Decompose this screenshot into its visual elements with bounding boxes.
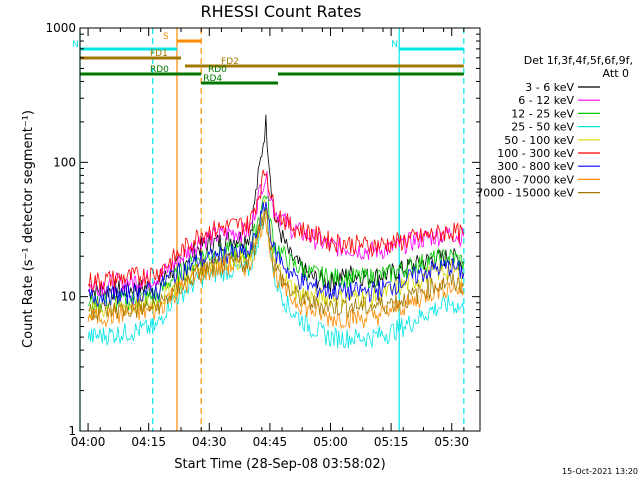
plot-frame: [79, 27, 481, 432]
state-bar-label-0: S: [163, 32, 169, 42]
legend-label-6: 300 - 800 keV: [497, 160, 574, 173]
timestamp-label: 15-Oct-2021 13:20: [562, 467, 638, 476]
state-bar-label-5: RD0: [150, 65, 169, 75]
state-bar-label-1: N: [72, 40, 79, 50]
x-tick-label-2: 04:30: [192, 435, 227, 449]
legend-header-line-1: Att 0: [603, 67, 629, 80]
legend-label-4: 50 - 100 keV: [504, 134, 574, 147]
x-axis-label: Start Time (28-Sep-08 03:58:02): [174, 457, 385, 472]
x-tick-label-4: 05:00: [313, 435, 348, 449]
series-line-2: [87, 195, 465, 312]
state-bar-label-7: RD0: [208, 65, 227, 75]
x-tick-label-5: 05:15: [374, 435, 409, 449]
y-axis-label: Count Rate (s⁻¹ detector segment⁻¹): [21, 110, 36, 348]
x-tick-label-3: 04:45: [253, 435, 288, 449]
x-tick-label-1: 04:15: [131, 435, 166, 449]
legend-header-line-0: Det 1f,3f,4f,5f,6f,9f,: [524, 54, 633, 67]
y-tick-label-2: 100: [53, 155, 76, 169]
legend-label-1: 6 - 12 keV: [518, 94, 574, 107]
y-tick-label-1: 10: [61, 290, 76, 304]
legend-label-8: 7000 - 15000 keV: [476, 187, 574, 200]
series-line-6: [88, 201, 465, 308]
series-line-5: [87, 169, 465, 291]
y-tick-label-0: 1: [68, 424, 76, 438]
legend-label-5: 100 - 300 keV: [497, 147, 574, 160]
legend-label-7: 800 - 7000 keV: [490, 173, 574, 186]
series-line-4: [87, 198, 465, 319]
chart-title: RHESSI Count Rates: [201, 2, 362, 21]
x-tick-label-0: 04:00: [71, 435, 106, 449]
y-tick-label-3: 1000: [45, 21, 76, 35]
series-line-3: [87, 207, 465, 349]
state-bar-label-6: RD4: [203, 74, 222, 84]
state-bar-label-4: FD2: [221, 57, 239, 67]
state-bar-label-2: N: [391, 40, 398, 50]
legend-label-3: 25 - 50 keV: [511, 121, 574, 134]
series-line-8: [87, 207, 465, 321]
legend-label-2: 12 - 25 keV: [511, 107, 574, 120]
state-bar-label-3: FD1: [150, 49, 168, 59]
axes: 04:00 04:15 04:30 04:45 05:00 05:15 05:30 1 10 10…: [45, 21, 480, 449]
x-tick-label-6: 05:30: [434, 435, 469, 449]
legend-label-0: 3 - 6 keV: [525, 81, 574, 94]
